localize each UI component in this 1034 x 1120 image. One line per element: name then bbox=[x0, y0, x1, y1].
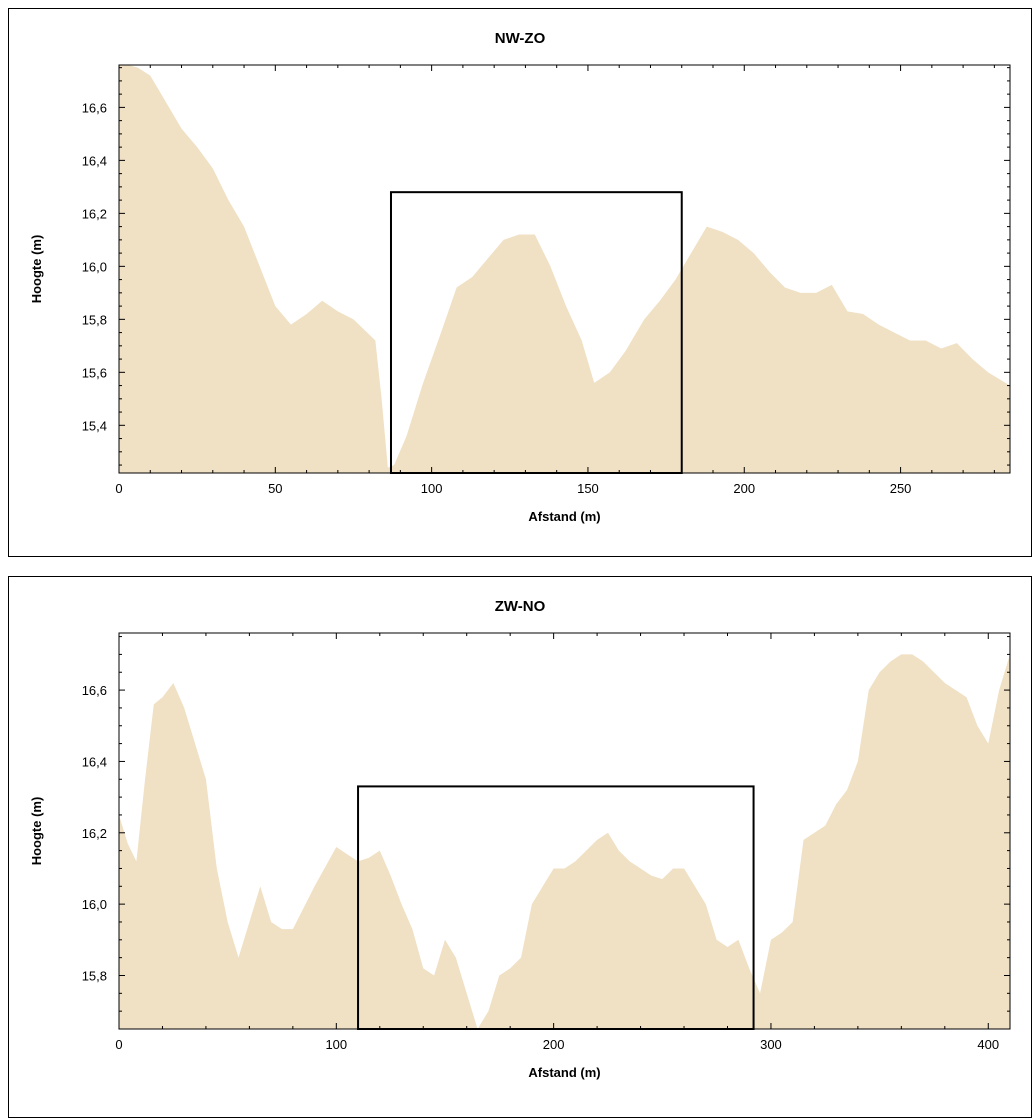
x-tick-label: 300 bbox=[760, 1037, 782, 1052]
x-axis-label: Afstand (m) bbox=[528, 509, 600, 524]
y-tick-label: 16,2 bbox=[82, 206, 107, 221]
x-tick-label: 150 bbox=[577, 481, 599, 496]
profile-chart-nw-zo: NW-ZO 0 50 100 150 200 250 15,4 15,6 15,8 16,0 16,… bbox=[8, 8, 1032, 557]
x-tick-label: 400 bbox=[977, 1037, 999, 1052]
y-tick-label: 16,0 bbox=[82, 897, 107, 912]
x-tick-label: 200 bbox=[543, 1037, 565, 1052]
chart-title: NW-ZO bbox=[494, 30, 546, 47]
x-tick-label: 50 bbox=[268, 481, 282, 496]
y-tick-label: 16,0 bbox=[82, 259, 107, 274]
y-axis-label: Hoogte (m) bbox=[29, 797, 44, 866]
y-tick-label: 16,2 bbox=[82, 826, 107, 841]
plot-frame bbox=[118, 64, 1011, 474]
elevation-area bbox=[119, 65, 1010, 473]
x-axis-label: Afstand (m) bbox=[528, 1065, 600, 1080]
x-tick-label: 0 bbox=[115, 1037, 122, 1052]
plot-frame bbox=[118, 632, 1011, 1030]
elevation-area bbox=[119, 654, 1010, 1029]
y-tick-label: 15,6 bbox=[82, 365, 107, 380]
chart-plot: 0 100 200 300 400 15,8 16,0 16,2 16,4 16,6 Afstand… bbox=[29, 632, 1011, 1080]
x-tick-label: 0 bbox=[115, 481, 122, 496]
x-tick-label: 200 bbox=[733, 481, 755, 496]
x-tick-label: 250 bbox=[890, 481, 912, 496]
x-tick-label: 100 bbox=[421, 481, 443, 496]
y-tick-label: 15,4 bbox=[82, 418, 107, 433]
y-tick-label: 15,8 bbox=[82, 968, 107, 983]
chart-title: ZW-NO bbox=[494, 598, 546, 615]
y-tick-label: 16,6 bbox=[82, 683, 107, 698]
y-tick-label: 15,8 bbox=[82, 312, 107, 327]
profile-chart-zw-no: ZW-NO 0 100 200 300 400 15,8 16,0 16,2 16,4 16,6 A… bbox=[8, 576, 1032, 1118]
x-tick-label: 100 bbox=[325, 1037, 347, 1052]
y-tick-label: 16,6 bbox=[82, 100, 107, 115]
y-tick-label: 16,4 bbox=[82, 754, 107, 769]
chart-plot: 0 50 100 150 200 250 15,4 15,6 15,8 16,0 16,2 16,4 1… bbox=[29, 64, 1011, 524]
y-axis-label: Hoogte (m) bbox=[29, 235, 44, 304]
y-tick-label: 16,4 bbox=[82, 153, 107, 168]
